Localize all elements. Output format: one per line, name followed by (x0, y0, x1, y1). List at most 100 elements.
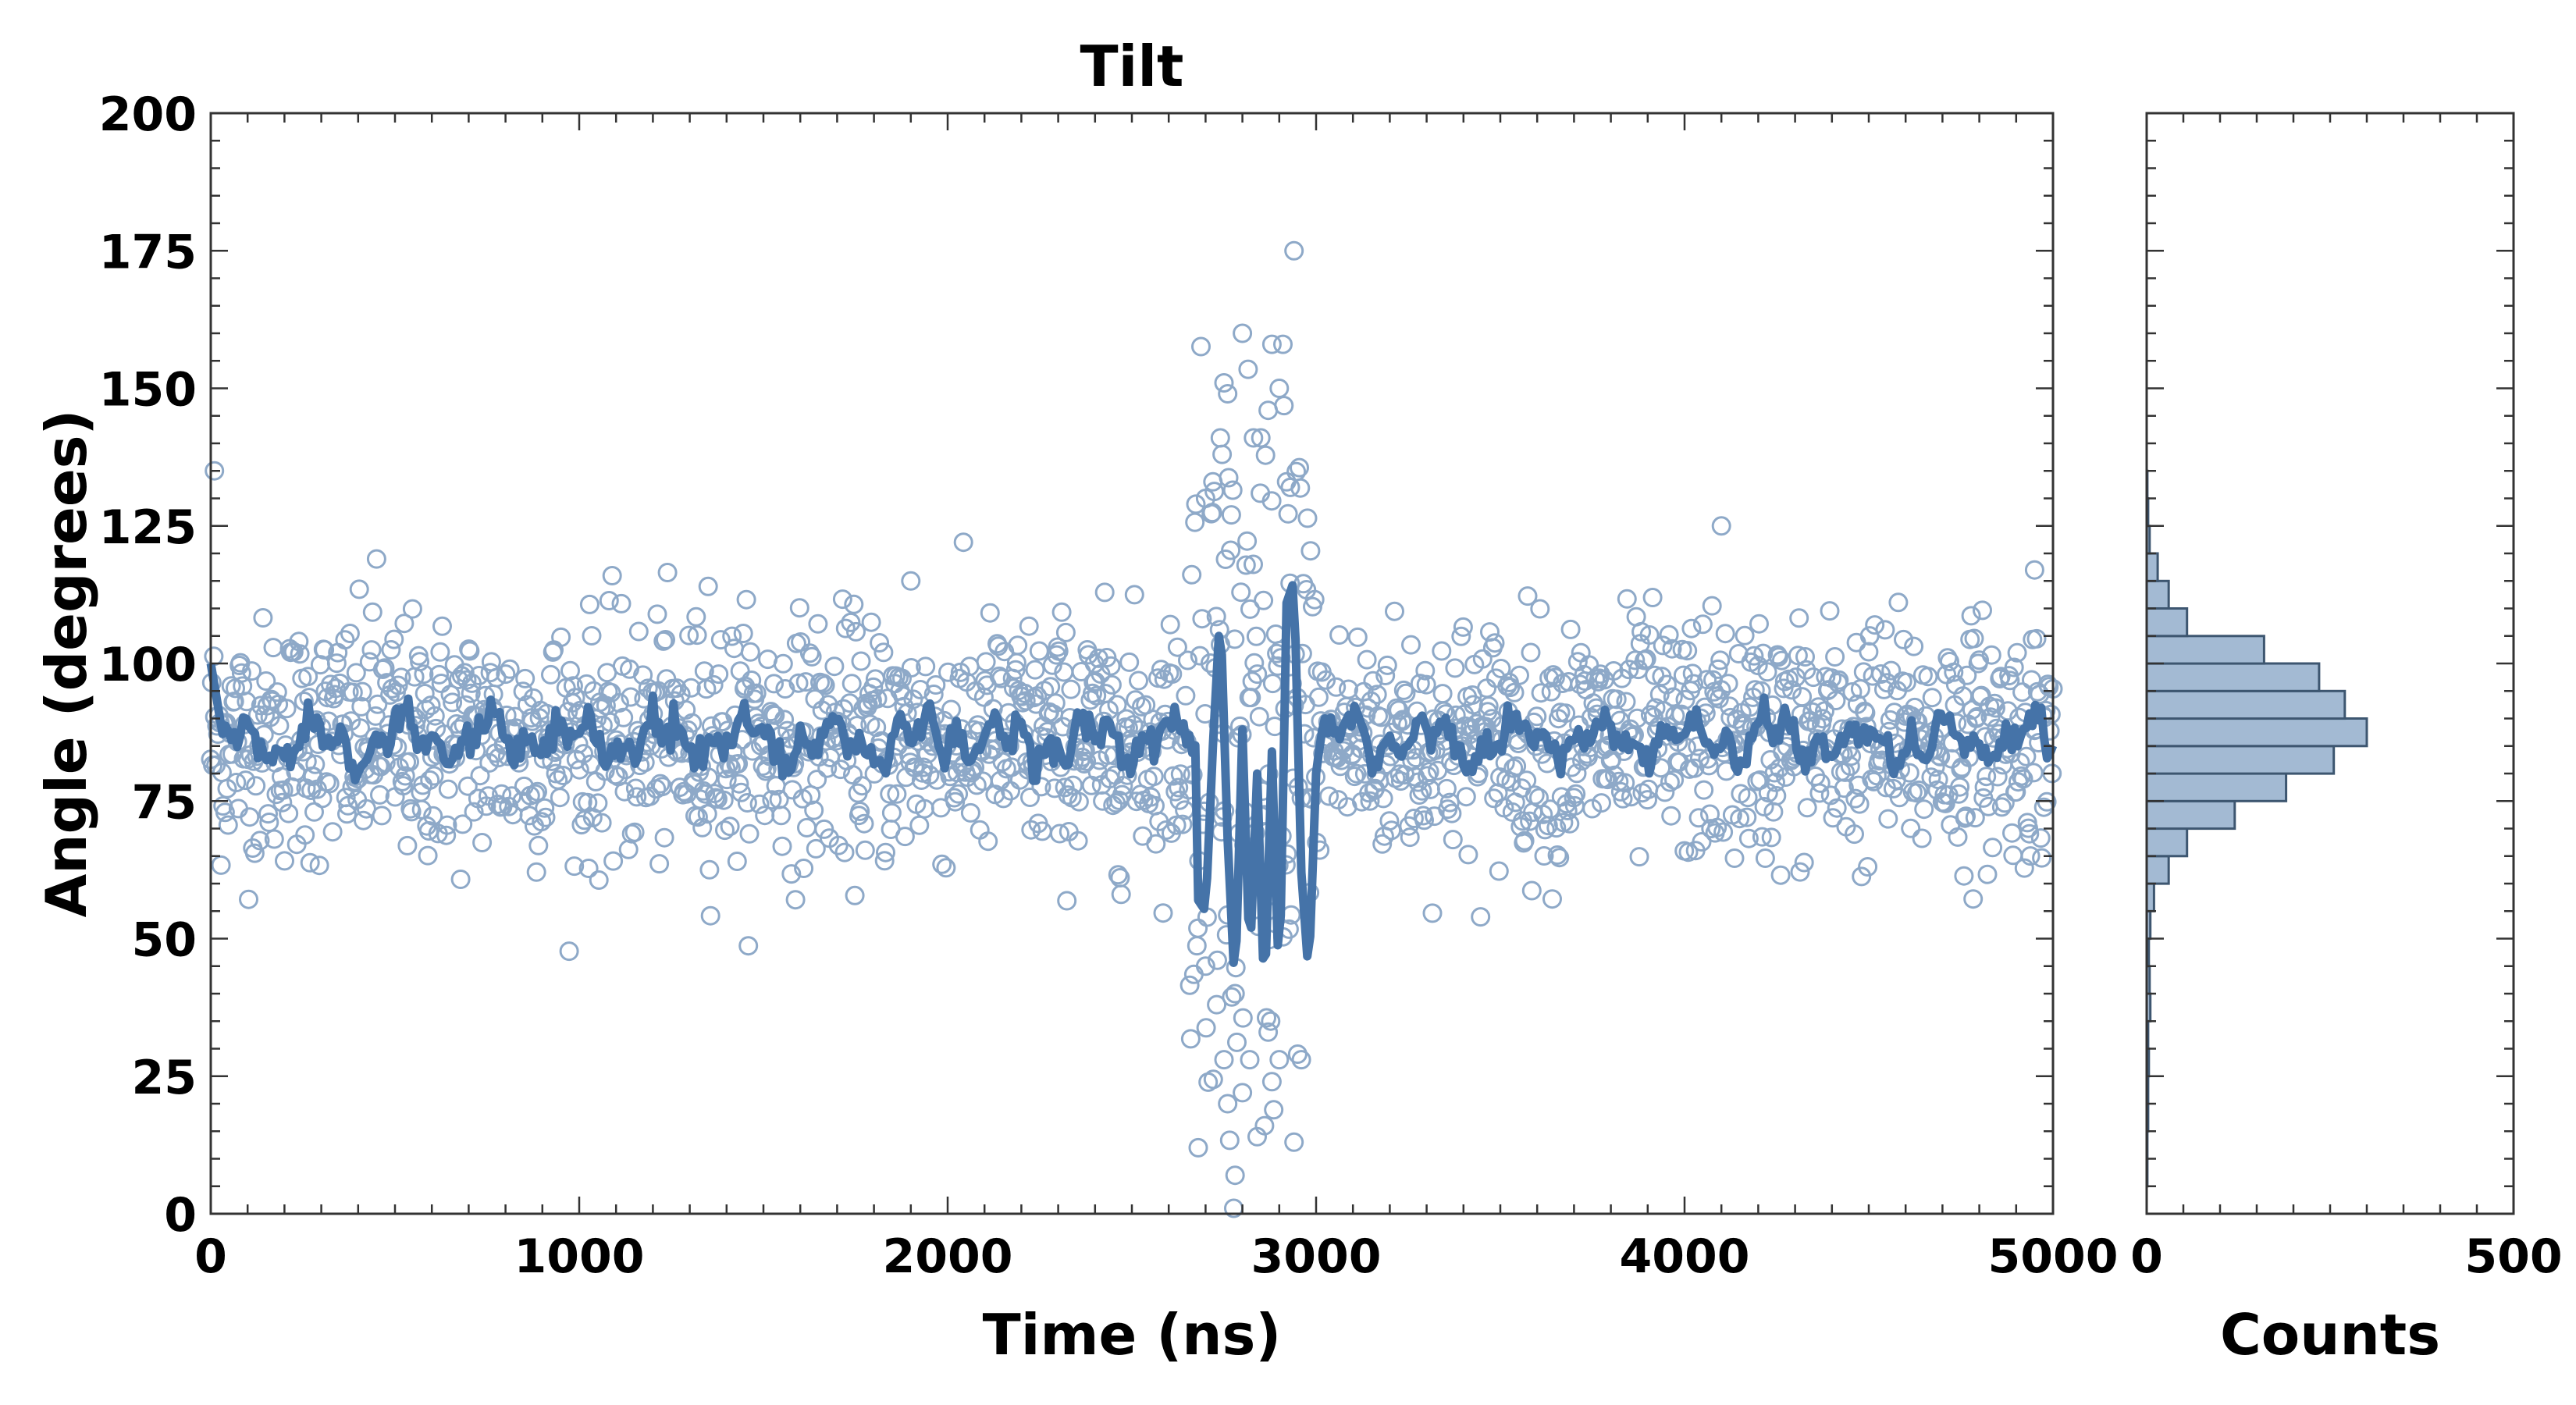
scatter-point (236, 770, 256, 791)
scatter-point (1414, 810, 1434, 831)
scatter-point (381, 640, 401, 660)
y-tick-label: 50 (132, 913, 197, 968)
scatter-point (1994, 793, 2015, 813)
scatter-point (1678, 842, 1699, 863)
scatter-point (361, 640, 382, 660)
scatter-point (1986, 698, 2005, 718)
scatter-point (394, 614, 415, 634)
y-tick-label: 125 (99, 500, 197, 555)
scatter-point (2019, 823, 2040, 844)
scatter-point (460, 641, 480, 661)
scatter-point (1638, 790, 1657, 810)
scatter-point (1214, 1050, 1234, 1070)
scatter-point (1278, 503, 1298, 524)
scatter-point (237, 692, 257, 712)
scatter-point (1165, 781, 1186, 802)
scatter-point (1835, 762, 1856, 782)
scatter-point (846, 621, 866, 642)
scatter-point (1738, 788, 1758, 808)
scatter-point (771, 806, 792, 826)
scatter-point (781, 864, 802, 884)
scatter-point (1227, 1032, 1247, 1052)
scatter-point (1797, 798, 1817, 818)
scatter-point (614, 707, 634, 727)
scatter-point (729, 774, 749, 794)
scatter-point (1550, 848, 1570, 868)
scatter-point (366, 549, 386, 569)
scatter-points (201, 240, 2063, 1218)
scatter-point (1162, 664, 1183, 684)
scatter-point (699, 767, 719, 788)
scatter-point (903, 689, 923, 710)
scatter-point (1347, 627, 1368, 647)
scatter-point (600, 712, 621, 732)
scatter-point (1875, 620, 1895, 640)
scatter-point (1629, 847, 1649, 867)
scatter-point (1393, 680, 1414, 700)
scatter-point (1280, 477, 1300, 497)
scatter-point (1005, 660, 1026, 680)
scatter-point (1504, 682, 1525, 702)
scatter-point (1507, 756, 1527, 776)
scatter-point (1692, 614, 1713, 635)
scatter-point (841, 612, 861, 632)
scatter-point (824, 656, 845, 677)
scatter-point (450, 870, 471, 889)
x-tick-label: 2000 (883, 1229, 1013, 1284)
scatter-point (1203, 1069, 1223, 1090)
scatter-point (461, 683, 481, 703)
scatter-point (528, 781, 547, 802)
scatter-point (1539, 668, 1560, 688)
scatter-point (1907, 783, 1927, 803)
scatter-point (1222, 480, 1243, 500)
scatter-point (1409, 785, 1429, 805)
scatter-point (1123, 715, 1144, 735)
scatter-point (1636, 649, 1656, 669)
scatter-point (464, 802, 484, 822)
scatter-point (267, 682, 287, 702)
scatter-point (649, 854, 670, 874)
scatter-point (813, 674, 833, 693)
scatter-point (978, 831, 998, 852)
scatter-point (1195, 489, 1215, 508)
scatter-point (1914, 799, 1934, 820)
y-tick-label: 0 (164, 1188, 197, 1243)
scatter-point (1692, 832, 1712, 852)
scatter-point (480, 663, 500, 683)
scatter-point (1980, 707, 2001, 727)
histogram-bar (2145, 689, 2347, 720)
scatter-point (1881, 660, 1902, 681)
scatter-point (1694, 780, 1714, 800)
scatter-point (1258, 1022, 1279, 1042)
scatter-point (432, 616, 452, 636)
scatter-point (2000, 670, 2020, 691)
scatter-point (1453, 617, 1473, 637)
scatter-point (1531, 683, 1551, 703)
scatter-point (472, 833, 493, 852)
scatter-point (425, 706, 445, 726)
scatter-point (756, 759, 777, 779)
scatter-point (1782, 680, 1802, 700)
scatter-point (1659, 624, 1679, 645)
scatter-point (901, 658, 921, 678)
scatter-point (736, 589, 756, 610)
scatter-point (1865, 615, 1885, 635)
scatter-point (1258, 400, 1279, 421)
scatter-point (1166, 815, 1187, 835)
scatter-point (703, 674, 724, 695)
scatter-point (1144, 767, 1164, 787)
scatter-point (269, 716, 290, 736)
scatter-point (1973, 600, 1992, 621)
histogram-bar (2145, 799, 2236, 831)
scatter-point (1068, 831, 1088, 851)
scatter-point (1167, 637, 1187, 657)
scatter-point (1153, 903, 1173, 923)
scatter-point (681, 678, 701, 698)
scatter-point (343, 682, 363, 702)
scatter-point (401, 802, 422, 822)
scatter-point (1379, 811, 1400, 831)
scatter-point (1792, 687, 1813, 707)
scatter-point (375, 658, 395, 678)
histogram-bar (2145, 579, 2170, 610)
scatter-point (410, 652, 430, 672)
